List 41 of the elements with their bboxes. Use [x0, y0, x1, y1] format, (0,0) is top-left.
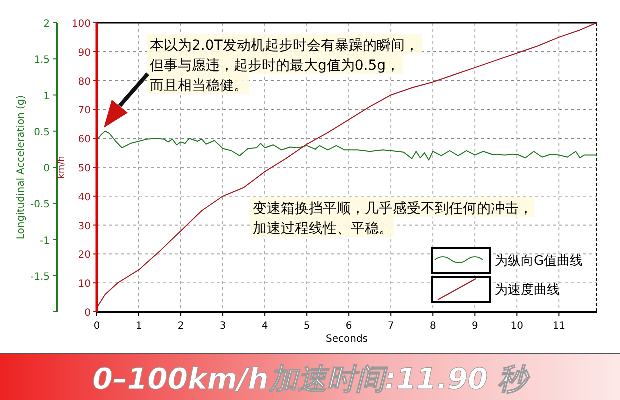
y2-tick-label: 10: [78, 279, 91, 290]
y2-tick-label: 60: [78, 134, 91, 146]
y-tick-label: 1: [44, 91, 50, 102]
y2-tick-label: 50: [78, 164, 91, 174]
x-tick-label: 1: [136, 321, 142, 332]
x-tick-label: 3: [220, 321, 226, 332]
y2-tick-label: 70: [78, 106, 91, 117]
legend-label: 为速度曲线: [495, 282, 560, 298]
x-tick-label: 10: [510, 321, 524, 332]
x-tick-label: 4: [262, 321, 268, 332]
y-tick-label: 0: [44, 164, 50, 174]
x-tick-label: 8: [430, 321, 436, 332]
x-tick-label: 0: [94, 321, 100, 332]
y2-tick-label: 30: [78, 221, 91, 232]
y2-tick-label: 20: [78, 250, 91, 262]
y-tick-label: -1: [40, 236, 50, 247]
annotation: 本以为2.0T发动机起步时会有暴躁的瞬间，但事与愿违，起步时的最大g值为0.5g，而且相当稳健。: [150, 38, 419, 94]
x-tick-label: 2: [178, 321, 184, 332]
annotation: 变速箱换挡平顺，几乎感受不到任何的冲击，加速过程线性、平稳。: [253, 201, 533, 237]
x-tick-label: 11: [552, 321, 566, 332]
line-series: [96, 130, 598, 161]
y2-axis-title: km/h: [57, 156, 67, 179]
y-tick-label: -1.5: [30, 272, 50, 283]
x-tick-label: 6: [346, 321, 352, 332]
legend-label: 为纵向G值曲线: [495, 254, 584, 269]
y-tick-label: 1.5: [34, 55, 50, 66]
x-tick-label: 7: [388, 321, 394, 332]
y-tick-label: -0.5: [30, 200, 50, 211]
y2-tick-label: 0: [84, 308, 91, 319]
y-tick-label: 2: [44, 19, 50, 30]
y-tick-label: 0.5: [34, 127, 50, 138]
x-tick-label: 5: [304, 321, 310, 332]
y2-tick-label: 100: [72, 19, 91, 30]
x-tick-label: 9: [472, 321, 478, 332]
y2-tick-label: 90: [78, 48, 91, 59]
line-series: [96, 22, 598, 308]
y-axis-title: Longitudinal Acceleration (g): [16, 95, 27, 240]
text: 0–100km/h加速时间:11.90 秒: [92, 362, 532, 396]
y2-tick-label: 80: [78, 76, 91, 88]
y2-tick-label: 40: [78, 192, 91, 204]
x-axis-title: Seconds: [326, 334, 368, 345]
